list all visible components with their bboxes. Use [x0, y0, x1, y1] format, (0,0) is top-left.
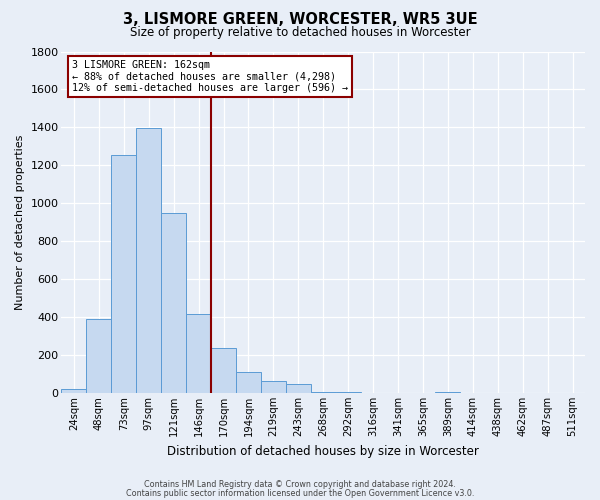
Bar: [211, 348, 236, 393]
Bar: [236, 372, 261, 393]
Text: Contains HM Land Registry data © Crown copyright and database right 2024.: Contains HM Land Registry data © Crown c…: [144, 480, 456, 489]
Bar: [61, 389, 86, 393]
Bar: [112, 155, 136, 393]
Text: Size of property relative to detached houses in Worcester: Size of property relative to detached ho…: [130, 26, 470, 39]
Bar: [261, 380, 286, 393]
Y-axis label: Number of detached properties: Number of detached properties: [15, 134, 25, 310]
Bar: [86, 319, 112, 393]
Text: 3 LISMORE GREEN: 162sqm
← 88% of detached houses are smaller (4,298)
12% of semi: 3 LISMORE GREEN: 162sqm ← 88% of detache…: [72, 60, 348, 93]
Bar: [436, 392, 460, 393]
Bar: [286, 384, 311, 393]
Bar: [161, 213, 186, 393]
Text: 3, LISMORE GREEN, WORCESTER, WR5 3UE: 3, LISMORE GREEN, WORCESTER, WR5 3UE: [122, 12, 478, 28]
Bar: [311, 392, 335, 393]
X-axis label: Distribution of detached houses by size in Worcester: Distribution of detached houses by size …: [167, 444, 479, 458]
Bar: [186, 314, 211, 393]
Bar: [335, 392, 361, 393]
Text: Contains public sector information licensed under the Open Government Licence v3: Contains public sector information licen…: [126, 489, 474, 498]
Bar: [136, 128, 161, 393]
